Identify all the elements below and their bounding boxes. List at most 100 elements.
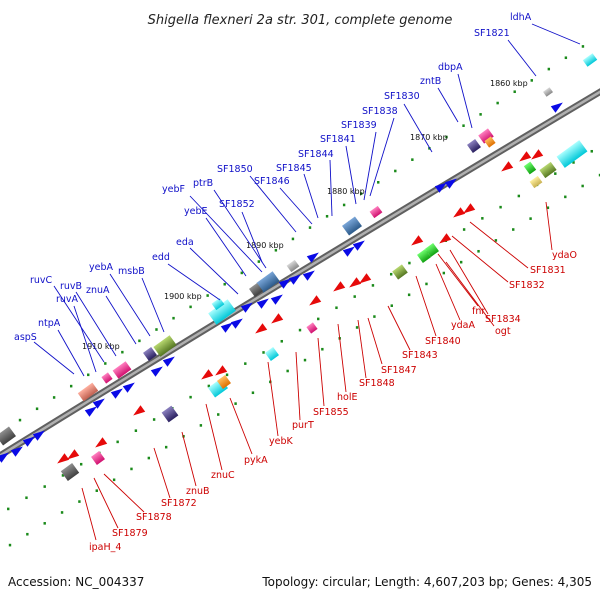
reverse-gene-arrow (95, 437, 108, 448)
tick-dot (26, 532, 29, 536)
gene-label-SF1834[interactable]: SF1834 (485, 314, 521, 325)
reverse-gene-arrow (271, 313, 284, 324)
gene-box (556, 140, 588, 168)
gene-label-zntB[interactable]: zntB (420, 76, 441, 87)
gene-label-SF1839[interactable]: SF1839 (341, 120, 377, 131)
tick-label: 1910 kbp (82, 342, 120, 351)
gene-label-yebF[interactable]: yebF (162, 184, 185, 195)
gene-label-SF1821[interactable]: SF1821 (474, 28, 510, 39)
gene-label-ldhA[interactable]: ldhA (510, 12, 532, 23)
gene-label-yebA[interactable]: yebA (89, 262, 113, 273)
gene-label-ydaA[interactable]: ydaA (451, 320, 475, 331)
reverse-gene-arrow (215, 365, 228, 376)
gene-label-SF1832[interactable]: SF1832 (509, 280, 545, 291)
gene-label-SF1846[interactable]: SF1846 (254, 176, 290, 187)
gene-label-pykA[interactable]: pykA (244, 455, 268, 466)
gene-box (60, 463, 80, 481)
gene-label-SF1838[interactable]: SF1838 (362, 106, 398, 117)
gene-label-fnr[interactable]: fnr (472, 306, 485, 317)
reverse-gene-arrow (531, 149, 544, 160)
gene-box (417, 249, 431, 263)
gene-box (369, 205, 383, 219)
tick-dot (286, 369, 289, 373)
tick-dot (321, 347, 324, 351)
gene-label-purT[interactable]: purT (292, 420, 314, 431)
gene-box (217, 375, 231, 389)
gene-label-holE[interactable]: holE (337, 392, 357, 403)
gene-label-SF1872[interactable]: SF1872 (161, 498, 197, 509)
gene-label-SF1840[interactable]: SF1840 (425, 336, 461, 347)
gene-label-SF1879[interactable]: SF1879 (112, 528, 148, 539)
gene-label-dbpA[interactable]: dbpA (438, 62, 463, 73)
tick-dot (479, 113, 482, 116)
gene-label-SF1845[interactable]: SF1845 (276, 163, 312, 174)
leader-line (109, 273, 151, 337)
leader-line (317, 337, 325, 407)
gene-box (539, 161, 557, 179)
gene-label-ogt[interactable]: ogt (495, 326, 511, 337)
tick-dot (581, 184, 584, 188)
gene-label-SF1855[interactable]: SF1855 (313, 407, 349, 418)
gene-box (77, 382, 99, 402)
gene-label-ptrB[interactable]: ptrB (193, 178, 213, 189)
gene-label-yebK[interactable]: yebK (269, 436, 293, 447)
tick-dot (529, 217, 532, 220)
forward-gene-arrow (220, 322, 233, 333)
gene-label-ruvB[interactable]: ruvB (60, 281, 82, 292)
leader-line (435, 263, 461, 321)
forward-gene-arrow (288, 274, 301, 285)
gene-box (529, 175, 543, 189)
gene-label-ipaH_4[interactable]: ipaH_4 (89, 542, 121, 553)
tick-dot (547, 67, 551, 71)
gene-label-SF1850[interactable]: SF1850 (217, 164, 253, 175)
gene-label-edd[interactable]: edd (152, 252, 170, 263)
tick-dot (377, 181, 380, 184)
tick-dot (206, 294, 209, 297)
gene-label-SF1831[interactable]: SF1831 (530, 265, 566, 276)
leader-line (105, 295, 137, 345)
gene-label-znuB[interactable]: znuB (186, 486, 210, 497)
gene-label-znuC[interactable]: znuC (211, 470, 235, 481)
gene-box (523, 161, 537, 175)
leader-line (241, 211, 263, 263)
leader-line (457, 73, 473, 129)
gene-label-ntpA[interactable]: ntpA (38, 318, 61, 329)
gene-label-yebE[interactable]: yebE (184, 206, 208, 217)
leader-line (229, 397, 253, 455)
tick-dot (134, 429, 138, 432)
leader-line (437, 87, 459, 123)
gene-label-ruvA[interactable]: ruvA (56, 294, 79, 305)
leader-line (303, 173, 319, 219)
gene-label-ruvC[interactable]: ruvC (30, 275, 53, 286)
leader-line (81, 487, 97, 541)
gene-label-msbB[interactable]: msbB (118, 266, 145, 277)
gene-box (392, 264, 408, 280)
leader-line (249, 175, 297, 233)
gene-label-SF1843[interactable]: SF1843 (402, 350, 438, 361)
tick-dot (425, 282, 428, 286)
tick-dot (130, 467, 133, 471)
reverse-gene-arrow (439, 233, 452, 244)
gene-label-znuA[interactable]: znuA (86, 285, 110, 296)
gene-label-SF1847[interactable]: SF1847 (381, 365, 417, 376)
forward-gene-arrow (256, 298, 269, 309)
gene-label-eda[interactable]: eda (176, 237, 194, 248)
gene-label-SF1841[interactable]: SF1841 (320, 134, 356, 145)
gene-label-ydaO[interactable]: ydaO (552, 250, 577, 261)
gene-label-SF1830[interactable]: SF1830 (384, 91, 420, 102)
tick-dot (8, 543, 12, 547)
leader-line (189, 247, 239, 295)
gene-box (342, 216, 362, 236)
tick-label: 1890 kbp (246, 241, 284, 250)
leader-line (267, 361, 279, 437)
gene-label-SF1844[interactable]: SF1844 (298, 149, 334, 160)
gene-label-SF1848[interactable]: SF1848 (359, 378, 395, 389)
tick-dot (274, 248, 278, 252)
gene-label-SF1878[interactable]: SF1878 (136, 512, 172, 523)
gene-box (306, 322, 318, 334)
reverse-gene-labels: ydaO SF1831 SF1832 SF1834 fnr ogt ydaA S… (89, 250, 577, 553)
tick-dot (462, 124, 465, 127)
gene-label-SF1852[interactable]: SF1852 (219, 199, 255, 210)
gene-label-aspS[interactable]: aspS (14, 332, 37, 343)
